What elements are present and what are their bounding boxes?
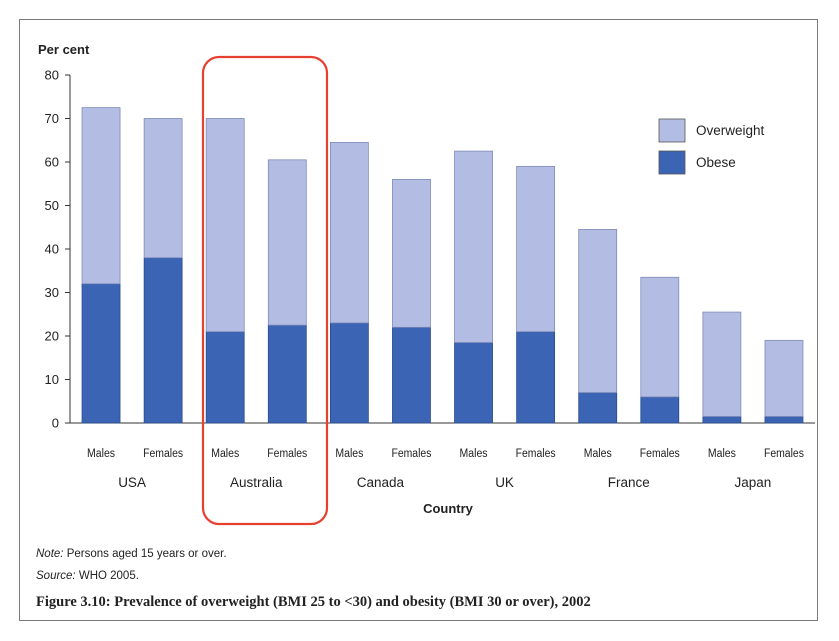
x-group-label: USA bbox=[118, 475, 146, 490]
x-group-label: Canada bbox=[357, 475, 405, 490]
bar-overweight bbox=[205, 118, 245, 333]
x-group-label: France bbox=[608, 475, 650, 490]
source-text: Source: WHO 2005. bbox=[36, 570, 139, 582]
x-tick-label-sex: Females bbox=[764, 448, 804, 460]
y-tick-label: 70 bbox=[45, 111, 59, 126]
y-tick-label: 40 bbox=[45, 242, 59, 257]
australia-highlight-box bbox=[201, 55, 329, 526]
legend-label: Overweight bbox=[696, 123, 765, 138]
bar-obese bbox=[702, 416, 742, 424]
x-tick-label-sex: Males bbox=[708, 448, 736, 460]
bar-obese bbox=[329, 322, 369, 424]
y-tick-label: 50 bbox=[45, 198, 59, 213]
bar-overweight bbox=[454, 150, 493, 343]
bar-obese bbox=[640, 396, 680, 424]
bar-obese bbox=[143, 257, 183, 424]
x-group-label: UK bbox=[495, 475, 514, 490]
bar-overweight bbox=[702, 311, 742, 417]
bars bbox=[81, 107, 804, 424]
x-group-label: Australia bbox=[230, 475, 283, 490]
bar-overweight bbox=[764, 339, 804, 417]
bar-overweight bbox=[143, 118, 183, 259]
bar-overweight bbox=[516, 165, 556, 333]
bar-obese bbox=[578, 392, 618, 424]
x-tick-label-sex: Females bbox=[640, 448, 680, 460]
bar-overweight bbox=[267, 159, 307, 326]
bar-obese bbox=[454, 342, 493, 424]
x-tick-label-sex: Males bbox=[87, 448, 115, 460]
y-tick-label: 0 bbox=[52, 416, 59, 431]
x-tick-label-sex: Females bbox=[143, 448, 183, 460]
y-tick-label: 30 bbox=[45, 285, 59, 300]
bar-overweight bbox=[392, 178, 431, 328]
x-tick-label-sex: Females bbox=[267, 448, 307, 460]
x-axis-title: Country bbox=[423, 501, 474, 516]
bar-obese bbox=[267, 324, 307, 424]
bar-obese bbox=[205, 331, 245, 424]
note-text: Note: Persons aged 15 years or over. bbox=[36, 548, 227, 560]
y-tick-label: 20 bbox=[45, 329, 59, 344]
x-axis-labels: Males Females Males Females Males Females Male… bbox=[87, 448, 804, 490]
bar-obese bbox=[392, 326, 431, 424]
x-tick-label-sex: Males bbox=[335, 448, 363, 460]
bar-overweight bbox=[640, 276, 680, 398]
x-tick-label-sex: Males bbox=[584, 448, 612, 460]
bar-overweight bbox=[329, 142, 369, 324]
y-tick-label: 10 bbox=[45, 372, 59, 387]
legend-swatch bbox=[658, 118, 686, 143]
bar-obese bbox=[764, 416, 804, 424]
legend-label: Obese bbox=[696, 155, 736, 170]
bar-obese bbox=[81, 283, 121, 424]
bar-overweight bbox=[81, 107, 121, 285]
bar-overweight bbox=[578, 229, 618, 393]
figure-caption: Figure 3.10: Prevalence of overweight (B… bbox=[36, 594, 591, 610]
x-tick-label-sex: Females bbox=[516, 448, 556, 460]
y-axis: 0 10 20 30 40 50 60 70 80 bbox=[45, 68, 815, 431]
legend: Overweight Obese bbox=[658, 118, 765, 175]
y-axis-title: Per cent bbox=[38, 42, 90, 57]
y-tick-label: 60 bbox=[45, 155, 59, 170]
x-tick-label-sex: Males bbox=[211, 448, 239, 460]
legend-swatch bbox=[658, 150, 686, 175]
x-tick-label-sex: Males bbox=[460, 448, 488, 460]
y-tick-label: 80 bbox=[45, 68, 59, 83]
x-tick-label-sex: Females bbox=[391, 448, 431, 460]
x-group-label: Japan bbox=[735, 475, 772, 490]
bar-obese bbox=[516, 331, 556, 424]
